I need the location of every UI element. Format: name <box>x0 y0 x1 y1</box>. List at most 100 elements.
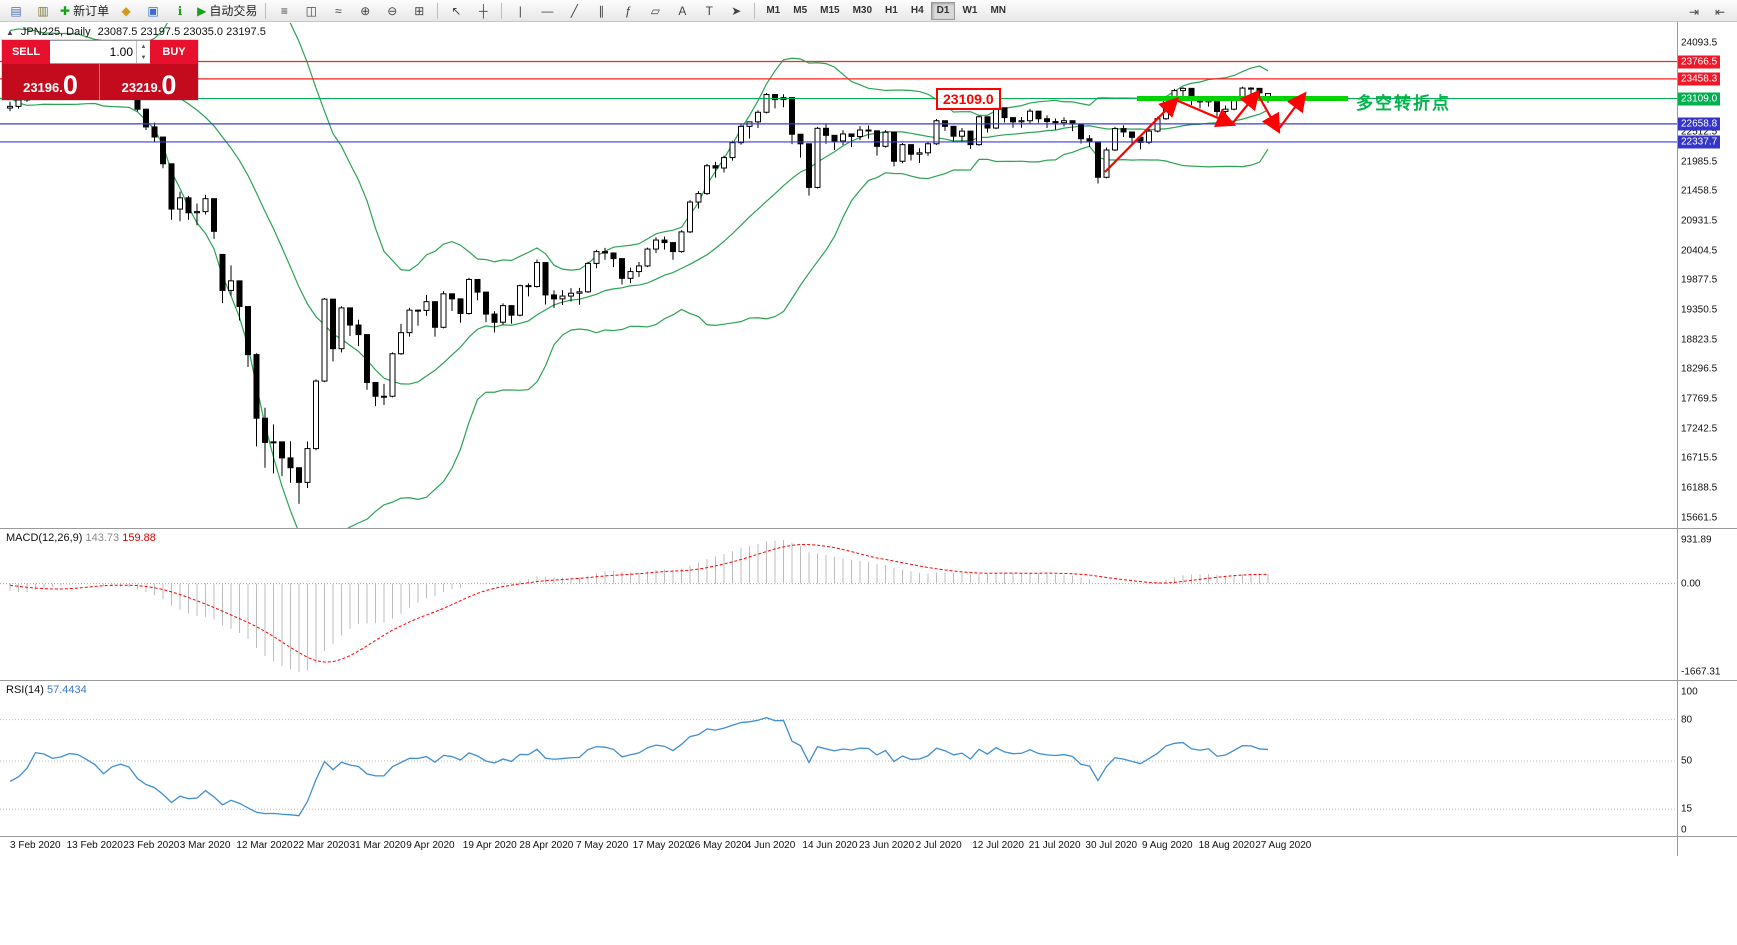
one-click-toggle-icon[interactable]: ▲ <box>6 27 14 37</box>
info-icon[interactable]: ℹ <box>167 1 193 21</box>
chart-shift-icon[interactable]: ⇤ <box>1714 5 1726 19</box>
buy-button[interactable]: BUY <box>150 40 198 64</box>
toolbar-separator <box>437 2 439 19</box>
date-tick: 12 Jul 2020 <box>972 840 1024 851</box>
zoom-in-icon: ⊕ <box>360 3 371 18</box>
autotrading-button[interactable]: ▶ 自动交易 <box>194 1 260 21</box>
price-level-annotation[interactable]: 23109.0 <box>936 88 1001 110</box>
lot-spinner[interactable]: ▲ ▼ <box>136 41 150 63</box>
date-tick: 2 Jul 2020 <box>915 840 962 851</box>
date-tick: 30 Jul 2020 <box>1085 840 1138 851</box>
text-icon: A <box>678 3 687 18</box>
label-icon: T <box>705 3 713 18</box>
price-axis[interactable]: 24093.523039.522512.521985.521458.520931… <box>1678 22 1737 856</box>
tile-windows-icon[interactable]: ⊞ <box>406 1 432 21</box>
price-tick: 20404.5 <box>1681 245 1718 257</box>
rsi-level-lines <box>0 719 1677 810</box>
new-order-button-label: 新订单 <box>73 4 110 18</box>
line-mode-icon[interactable]: ≈ <box>325 1 351 21</box>
price-tick: 21985.5 <box>1681 156 1718 168</box>
trend-arrows[interactable] <box>1104 89 1307 173</box>
lot-size-field[interactable]: 1.00 ▲ ▼ <box>50 40 150 64</box>
vertical-line-icon[interactable]: | <box>507 1 533 21</box>
ohlc-values: 23087.5 23197.5 23035.0 23197.5 <box>97 26 266 38</box>
new-order-button[interactable]: ✚ 新订单 <box>57 1 112 21</box>
lot-decrease-icon[interactable]: ▼ <box>140 54 147 61</box>
timeframe-m1[interactable]: M1 <box>766 5 781 16</box>
autotrading-button: ▶ <box>197 3 207 18</box>
zoom-out-icon[interactable]: ⊖ <box>379 1 405 21</box>
timeframe-mn[interactable]: MN <box>990 5 1006 16</box>
bars-mode-icon[interactable]: ≡ <box>271 1 297 21</box>
lot-increase-icon[interactable]: ▲ <box>140 43 147 50</box>
price-badge: 23766.5 <box>1678 55 1721 69</box>
horizontal-line-icon: — <box>541 3 554 18</box>
timeframe-h1[interactable]: H1 <box>885 5 898 16</box>
arrows-icon[interactable]: ➤ <box>723 1 749 21</box>
timeframe-m5[interactable]: M5 <box>793 5 808 16</box>
turning-point-text[interactable]: 多空转折点 <box>1356 94 1451 113</box>
autotrading-button-label: 自动交易 <box>209 4 258 18</box>
sell-price-display[interactable]: 23196. 0 <box>2 64 100 100</box>
rsi-axis-tick: 0 <box>1681 824 1687 836</box>
timeframe-m15[interactable]: M15 <box>820 5 840 16</box>
fibonacci-icon[interactable]: ƒ <box>615 1 641 21</box>
horizontal-level-lines[interactable] <box>0 60 1677 143</box>
date-tick: 27 Aug 2020 <box>1255 840 1312 851</box>
buy-price-display[interactable]: 23219. 0 <box>100 64 198 100</box>
new-chart-icon[interactable]: ▤ <box>3 1 29 21</box>
profiles-icon: ▥ <box>37 3 49 18</box>
timeframe-d1[interactable]: D1 <box>930 1 956 20</box>
rsi-timeaxis-divider[interactable] <box>0 836 1737 837</box>
metaeditor-icon[interactable]: ◆ <box>113 1 139 21</box>
auto-scroll-icon[interactable]: ⇥ <box>1688 5 1700 19</box>
market-watch-icon[interactable]: ▣ <box>140 1 166 21</box>
rsi-axis-tick: 100 <box>1681 686 1698 698</box>
candles-mode-icon[interactable]: ◫ <box>298 1 324 21</box>
price-tick: 22512.5 <box>1681 126 1718 138</box>
price-tick: 19350.5 <box>1681 304 1718 316</box>
price-tick: 16188.5 <box>1681 482 1718 494</box>
timeframe-w1[interactable]: W1 <box>962 5 978 16</box>
label-icon[interactable]: T <box>696 1 722 21</box>
rsi-name: RSI(14) <box>6 684 44 696</box>
price-tick: 24093.5 <box>1681 37 1718 49</box>
macd-main-value: 143.73 <box>85 532 120 544</box>
zoom-in-icon[interactable]: ⊕ <box>352 1 378 21</box>
macd-label-row: MACD(12,26,9) 143.73 159.88 <box>6 532 156 544</box>
cursor-icon: ↖ <box>451 3 462 18</box>
chart-title-row: ▲ JPN225, Daily 23087.5 23197.5 23035.0 … <box>6 26 266 38</box>
buy-price-big-digit: 0 <box>161 70 177 100</box>
toolbar-right-group: ⇥ ⇤ <box>1681 2 1733 22</box>
date-tick: 21 Jul 2020 <box>1028 840 1081 851</box>
sell-button[interactable]: SELL <box>2 40 50 64</box>
trendline-icon[interactable]: ╱ <box>561 1 587 21</box>
date-tick: 9 Apr 2020 <box>406 840 455 851</box>
date-tick: 31 Mar 2020 <box>349 840 406 851</box>
text-icon[interactable]: A <box>669 1 695 21</box>
channel-icon[interactable]: ∥ <box>588 1 614 21</box>
date-tick: 17 May 2020 <box>632 840 691 851</box>
time-axis[interactable]: 3 Feb 2020 13 Feb 2020 23 Feb 2020 3 Mar 20… <box>0 837 1677 855</box>
cursor-icon[interactable]: ↖ <box>443 1 469 21</box>
macd-signal-line <box>9 544 1269 663</box>
crosshair-icon[interactable]: ┼ <box>470 1 496 21</box>
price-axis-divider <box>1677 22 1678 856</box>
price-tick: 18823.5 <box>1681 334 1718 346</box>
shapes-icon[interactable]: ▱ <box>642 1 668 21</box>
main-macd-divider[interactable] <box>0 528 1737 529</box>
candlesticks <box>7 52 1271 504</box>
bars-mode-icon: ≡ <box>280 3 288 18</box>
price-tick: 17242.5 <box>1681 423 1718 435</box>
date-tick: 22 Mar 2020 <box>293 840 350 851</box>
horizontal-line-icon[interactable]: — <box>534 1 560 21</box>
fibonacci-icon: ƒ <box>624 3 632 18</box>
lot-size-value[interactable]: 1.00 <box>109 45 133 59</box>
macd-rsi-divider[interactable] <box>0 680 1737 681</box>
timeframe-m30[interactable]: M30 <box>852 5 873 16</box>
profiles-icon[interactable]: ▥ <box>30 1 56 21</box>
timeframe-h4[interactable]: H4 <box>910 5 924 16</box>
arrows-icon: ➤ <box>731 3 742 18</box>
price-tick: 16715.5 <box>1681 452 1718 464</box>
